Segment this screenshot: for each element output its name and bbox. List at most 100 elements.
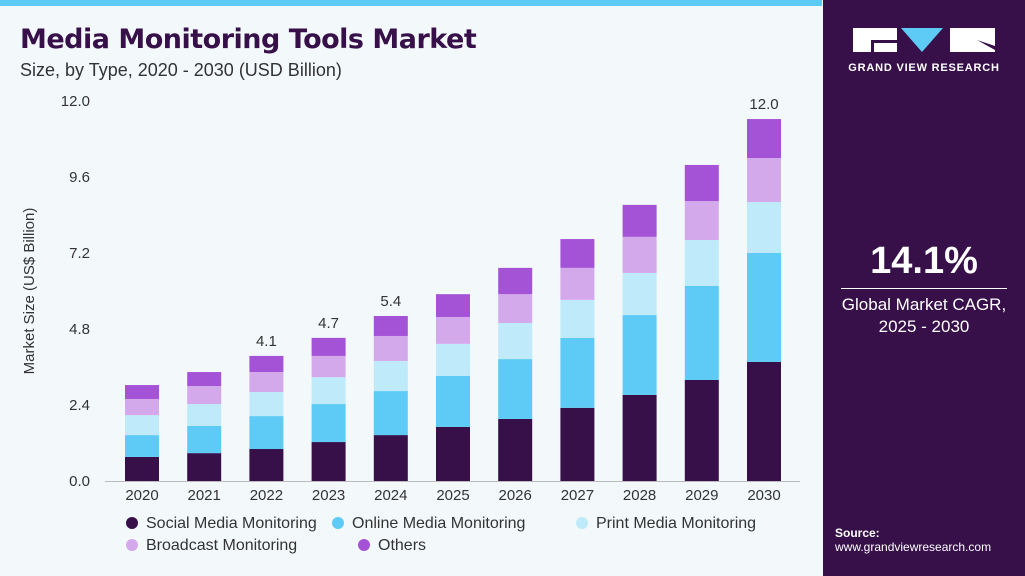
bar-segment-2025 bbox=[436, 375, 470, 427]
bar-segment-2022 bbox=[249, 392, 284, 417]
top-accent-bar bbox=[0, 0, 822, 6]
stacked-bar-chart: 0.0 2.4 4.8 7.2 9.6 12.0 Market Size (US$ Bill… bbox=[21, 93, 800, 504]
data-label: 5.4 bbox=[380, 293, 401, 310]
data-label: 4.7 bbox=[318, 315, 339, 332]
legend-item-others: Others bbox=[358, 537, 426, 555]
bar-segment-2023 bbox=[311, 442, 346, 481]
bar-segment-2022 bbox=[249, 372, 284, 393]
legend-label: Social Media Monitoring bbox=[146, 515, 317, 532]
x-tick-label: 2021 bbox=[188, 487, 221, 504]
bar-segment-2022 bbox=[249, 355, 284, 373]
source-label: Source: bbox=[835, 526, 880, 540]
bar-segment-2026 bbox=[498, 267, 533, 295]
y-tick-label: 12.0 bbox=[61, 93, 90, 110]
bar-segment-2026 bbox=[498, 359, 533, 419]
divider bbox=[841, 288, 1007, 289]
bar-segment-2030 bbox=[747, 158, 781, 203]
legend-label: Print Media Monitoring bbox=[596, 515, 757, 532]
source: Source: www.grandviewresearch.com bbox=[835, 526, 991, 554]
bar-segment-2030 bbox=[747, 361, 781, 481]
bar-segment-2028 bbox=[622, 236, 657, 273]
bar-segment-2021 bbox=[187, 372, 222, 386]
bar-segment-2020 bbox=[125, 398, 159, 416]
cagr-label-line-2: 2025 - 2030 bbox=[878, 317, 970, 336]
x-tick-label: 2023 bbox=[312, 487, 345, 504]
grand-view-research-logo bbox=[853, 28, 995, 52]
chart-subtitle: Size, by Type, 2020 - 2030 (USD Billion) bbox=[20, 60, 342, 80]
bar-segment-2022 bbox=[249, 449, 284, 481]
cagr-label: Global Market CAGR, 2025 - 2030 bbox=[823, 294, 1025, 338]
bar-segment-2023 bbox=[311, 377, 346, 405]
bar-segment-2020 bbox=[125, 385, 159, 399]
logo-text: GRAND VIEW RESEARCH bbox=[848, 62, 1000, 74]
bar-segment-2021 bbox=[187, 386, 222, 405]
bar-segment-2029 bbox=[684, 285, 719, 380]
source-url: www.grandviewresearch.com bbox=[835, 540, 992, 554]
x-tick-label: 2026 bbox=[499, 487, 532, 504]
bar-segment-2027 bbox=[560, 337, 595, 408]
x-tick-label: 2030 bbox=[747, 487, 780, 504]
side-panel: GRAND VIEW RESEARCH 14.1% Global Market … bbox=[823, 0, 1025, 576]
bar-segment-2024 bbox=[373, 335, 408, 361]
y-tick-label: 7.2 bbox=[69, 245, 90, 262]
bar-segment-2021 bbox=[187, 404, 222, 426]
data-label: 12.0 bbox=[749, 96, 778, 113]
bar-segment-2026 bbox=[498, 322, 533, 360]
y-tick-label: 0.0 bbox=[69, 473, 90, 490]
bar-segment-2028 bbox=[622, 204, 657, 237]
bar-segment-2029 bbox=[684, 164, 719, 202]
cagr-value: 14.1% bbox=[870, 240, 978, 282]
y-tick-label: 9.6 bbox=[69, 169, 90, 186]
bar-segment-2024 bbox=[373, 360, 408, 392]
bar-segment-2026 bbox=[498, 418, 533, 481]
legend-item-print: Print Media Monitoring bbox=[576, 515, 756, 533]
legend-item-broadcast: Broadcast Monitoring bbox=[126, 537, 297, 555]
x-tick-label: 2025 bbox=[436, 487, 469, 504]
x-tick-label: 2020 bbox=[125, 487, 158, 504]
bar-segment-2020 bbox=[125, 456, 159, 481]
x-tick-label: 2029 bbox=[685, 487, 718, 504]
bar-segment-2027 bbox=[560, 239, 595, 268]
legend-item-online: Online Media Monitoring bbox=[332, 515, 525, 533]
bar-segment-2025 bbox=[436, 294, 470, 317]
bar-segment-2020 bbox=[125, 435, 159, 457]
bar-segment-2023 bbox=[311, 337, 346, 356]
y-tick-label: 4.8 bbox=[69, 321, 90, 338]
bar-segment-2024 bbox=[373, 316, 408, 336]
bar-segment-2030 bbox=[747, 202, 781, 253]
bar-segment-2024 bbox=[373, 435, 408, 481]
bar-segment-2025 bbox=[436, 343, 470, 376]
bar-segment-2028 bbox=[622, 315, 657, 395]
bar-segment-2021 bbox=[187, 453, 222, 481]
bar-segment-2023 bbox=[311, 355, 346, 378]
data-label: 4.1 bbox=[256, 333, 277, 350]
x-tick-label: 2027 bbox=[561, 487, 594, 504]
bar-segment-2027 bbox=[560, 267, 595, 300]
bar-segment-2025 bbox=[436, 426, 470, 481]
legend-item-social: Social Media Monitoring bbox=[126, 515, 317, 533]
bar-segment-2020 bbox=[125, 415, 159, 436]
bar-segment-2022 bbox=[249, 416, 284, 450]
y-tick-label: 2.4 bbox=[69, 397, 90, 414]
bar-segment-2027 bbox=[560, 299, 595, 338]
x-tick-label: 2022 bbox=[250, 487, 283, 504]
legend-label: Broadcast Monitoring bbox=[146, 537, 298, 554]
bar-segment-2025 bbox=[436, 316, 470, 344]
bar-segment-2023 bbox=[311, 404, 346, 443]
bar-segment-2028 bbox=[622, 394, 657, 481]
bar-segment-2028 bbox=[622, 272, 657, 316]
bar-segment-2024 bbox=[373, 391, 408, 436]
x-tick-label: 2028 bbox=[623, 487, 656, 504]
bar-segment-2030 bbox=[747, 253, 781, 362]
bar-segment-2029 bbox=[684, 379, 719, 481]
bar-segment-2027 bbox=[560, 407, 595, 481]
legend-label: Others bbox=[378, 537, 427, 554]
bar-segment-2030 bbox=[747, 119, 781, 158]
x-tick-label: 2024 bbox=[374, 487, 407, 504]
y-axis-title: Market Size (US$ Billion) bbox=[21, 208, 38, 375]
legend-label: Online Media Monitoring bbox=[352, 515, 526, 532]
bar-segment-2026 bbox=[498, 294, 533, 323]
chart-title: Media Monitoring Tools Market bbox=[20, 24, 477, 55]
bar-segment-2029 bbox=[684, 201, 719, 241]
bar-segment-2029 bbox=[684, 240, 719, 286]
